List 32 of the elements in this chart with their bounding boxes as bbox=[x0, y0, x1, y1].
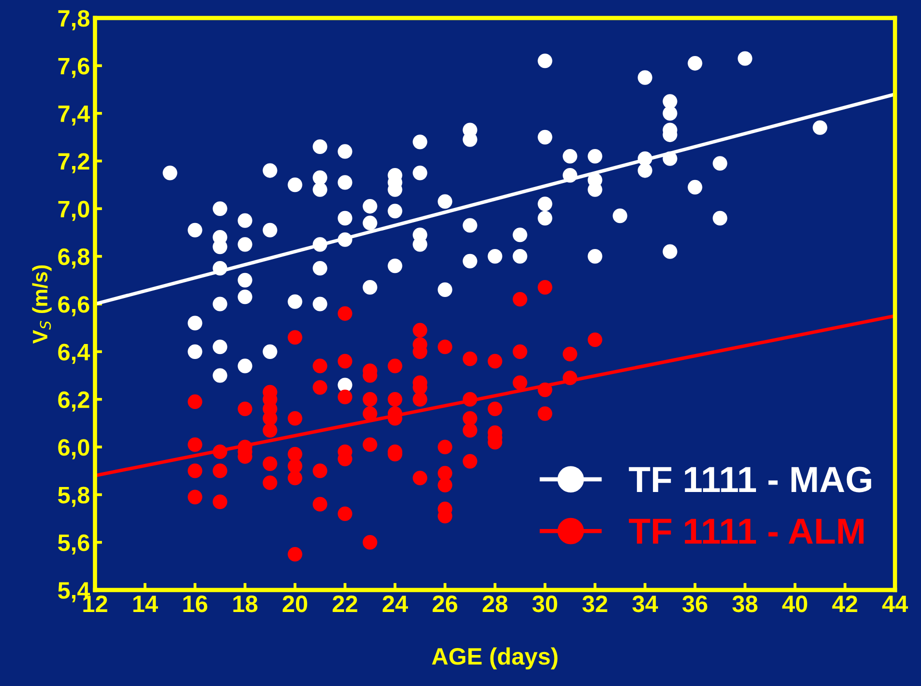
y-tick-label: 7,6 bbox=[58, 58, 90, 78]
x-tick-label: 24 bbox=[382, 595, 408, 612]
x-tick-label: 32 bbox=[582, 595, 608, 612]
x-tick-label: 14 bbox=[133, 596, 158, 612]
y-tick-label: 7,8 bbox=[58, 10, 90, 30]
y-tick-label: 7,0 bbox=[58, 200, 90, 221]
y-tick-label: 6,8 bbox=[58, 248, 90, 269]
y-tick-label: 7,4 bbox=[58, 106, 90, 126]
y-tick-label: 6,0 bbox=[58, 439, 90, 460]
x-tick-label: 36 bbox=[682, 595, 708, 612]
legend-label: TF 1111 - ALM bbox=[628, 518, 864, 544]
x-tick-label: 34 bbox=[632, 595, 658, 612]
x-tick-label: 30 bbox=[532, 595, 558, 612]
y-tick-label: 5,8 bbox=[58, 486, 90, 507]
y-tick-label: 6,2 bbox=[58, 391, 90, 412]
y-axis-title: V$_{S}$ (m/s) bbox=[32, 265, 52, 344]
x-tick-label: 20 bbox=[282, 595, 308, 612]
x-tick-label: 28 bbox=[482, 595, 508, 612]
x-tick-label: 42 bbox=[832, 595, 858, 612]
legend-label: TF 1111 - MAG bbox=[628, 466, 872, 492]
x-tick-label: 18 bbox=[233, 595, 258, 612]
x-tick-label: 38 bbox=[732, 595, 758, 612]
x-tick-label: 40 bbox=[782, 595, 808, 612]
y-tick-label: 6,4 bbox=[58, 344, 90, 364]
x-axis-title: AGE (days) bbox=[432, 647, 558, 670]
x-tick-label: 26 bbox=[432, 595, 458, 612]
x-tick-label: 44 bbox=[882, 596, 908, 612]
y-tick-label: 7,2 bbox=[58, 153, 90, 174]
x-tick-label: 22 bbox=[332, 595, 358, 612]
y-tick-label: 6,6 bbox=[58, 296, 90, 316]
x-tick-label: 16 bbox=[183, 595, 208, 612]
y-tick-label: 5,6 bbox=[58, 534, 90, 555]
